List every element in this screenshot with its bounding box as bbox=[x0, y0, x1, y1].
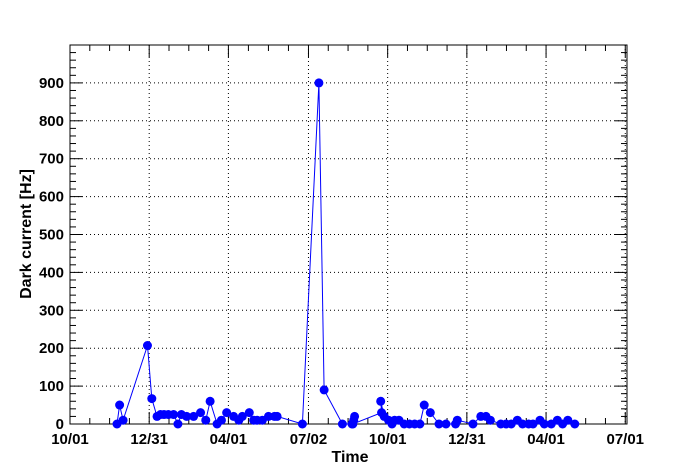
y-tick-label: 100 bbox=[39, 378, 64, 395]
data-point bbox=[415, 419, 425, 429]
data-point bbox=[222, 408, 232, 418]
data-point bbox=[115, 400, 125, 410]
x-tick-label: 04/01 bbox=[210, 431, 248, 448]
data-point bbox=[528, 419, 538, 429]
data-point bbox=[434, 419, 444, 429]
data-point bbox=[272, 411, 282, 421]
data-point bbox=[468, 419, 478, 429]
data-point bbox=[376, 396, 386, 406]
y-tick-label: 900 bbox=[39, 75, 64, 92]
y-axis-title: Dark current [Hz] bbox=[18, 169, 35, 299]
data-point bbox=[216, 415, 226, 425]
data-point bbox=[182, 411, 192, 421]
data-point bbox=[539, 419, 549, 429]
x-tick-label: 07/02 bbox=[290, 431, 328, 448]
x-axis-title: Time bbox=[331, 449, 368, 466]
data-point bbox=[189, 411, 199, 421]
grid-lines bbox=[70, 45, 627, 424]
x-tick-label: 04/01 bbox=[527, 431, 565, 448]
data-point bbox=[118, 415, 128, 425]
data-point bbox=[196, 408, 206, 418]
data-point bbox=[348, 419, 358, 429]
y-tick-label: 600 bbox=[39, 189, 64, 206]
y-tick-label: 500 bbox=[39, 227, 64, 244]
data-point bbox=[173, 419, 183, 429]
data-point bbox=[142, 341, 152, 351]
data-point bbox=[425, 408, 435, 418]
data-point bbox=[452, 415, 462, 425]
data-point bbox=[337, 419, 347, 429]
data-point bbox=[237, 411, 247, 421]
x-tick-label: 12/31 bbox=[130, 431, 168, 448]
y-tick-label: 400 bbox=[39, 264, 64, 281]
x-tick-label: 12/31 bbox=[448, 431, 486, 448]
y-tick-label: 300 bbox=[39, 302, 64, 319]
data-point bbox=[244, 408, 254, 418]
y-tick-label: 800 bbox=[39, 113, 64, 130]
y-tick-label: 0 bbox=[56, 416, 64, 433]
data-point bbox=[419, 400, 429, 410]
data-point bbox=[297, 419, 307, 429]
x-tick-label: 10/01 bbox=[369, 431, 407, 448]
data-point bbox=[563, 415, 573, 425]
data-point bbox=[169, 410, 179, 420]
data-point bbox=[570, 419, 580, 429]
data-point bbox=[201, 415, 211, 425]
data-point bbox=[314, 78, 324, 88]
y-tick-label: 200 bbox=[39, 340, 64, 357]
data-point bbox=[147, 394, 157, 404]
data-point bbox=[485, 415, 495, 425]
data-point bbox=[205, 396, 215, 406]
x-tick-label: 10/01 bbox=[51, 431, 89, 448]
series-layer bbox=[112, 78, 580, 429]
data-point bbox=[319, 385, 329, 395]
x-tick-label: 07/01 bbox=[606, 431, 644, 448]
y-tick-label: 700 bbox=[39, 151, 64, 168]
data-point bbox=[441, 419, 451, 429]
